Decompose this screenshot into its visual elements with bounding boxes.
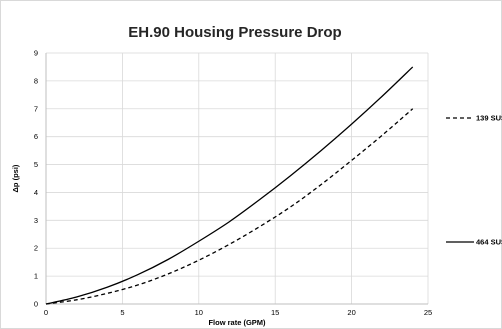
- series-line-139-sus: [45, 108, 414, 305]
- x-tick-label: 0: [44, 308, 48, 317]
- y-tick-label: 5: [34, 160, 38, 169]
- y-tick-label: 7: [34, 104, 38, 113]
- y-tick-label: 0: [34, 300, 38, 309]
- chart-title: EH.90 Housing Pressure Drop: [128, 24, 342, 41]
- y-tick-label: 1: [34, 272, 38, 281]
- y-tick-label: 2: [34, 244, 38, 253]
- y-tick-label: 6: [34, 132, 38, 141]
- x-tick-label: 5: [120, 308, 124, 317]
- y-axis-label: Δp (psi): [11, 164, 20, 192]
- x-tick-label: 15: [271, 308, 279, 317]
- y-tick-label: 3: [34, 216, 38, 225]
- x-tick-label: 10: [195, 308, 203, 317]
- y-tick-label: 4: [34, 188, 38, 197]
- x-axis-label: Flow rate (GPM): [208, 318, 266, 327]
- series-line-464-sus: [45, 66, 414, 305]
- legend-label: 464 SUS: [476, 238, 502, 247]
- y-tick-label: 9: [34, 49, 38, 58]
- x-tick-label: 20: [347, 308, 355, 317]
- x-tick-label: 25: [424, 308, 432, 317]
- y-tick-label: 8: [34, 76, 38, 85]
- legend-label: 139 SUS: [476, 114, 502, 123]
